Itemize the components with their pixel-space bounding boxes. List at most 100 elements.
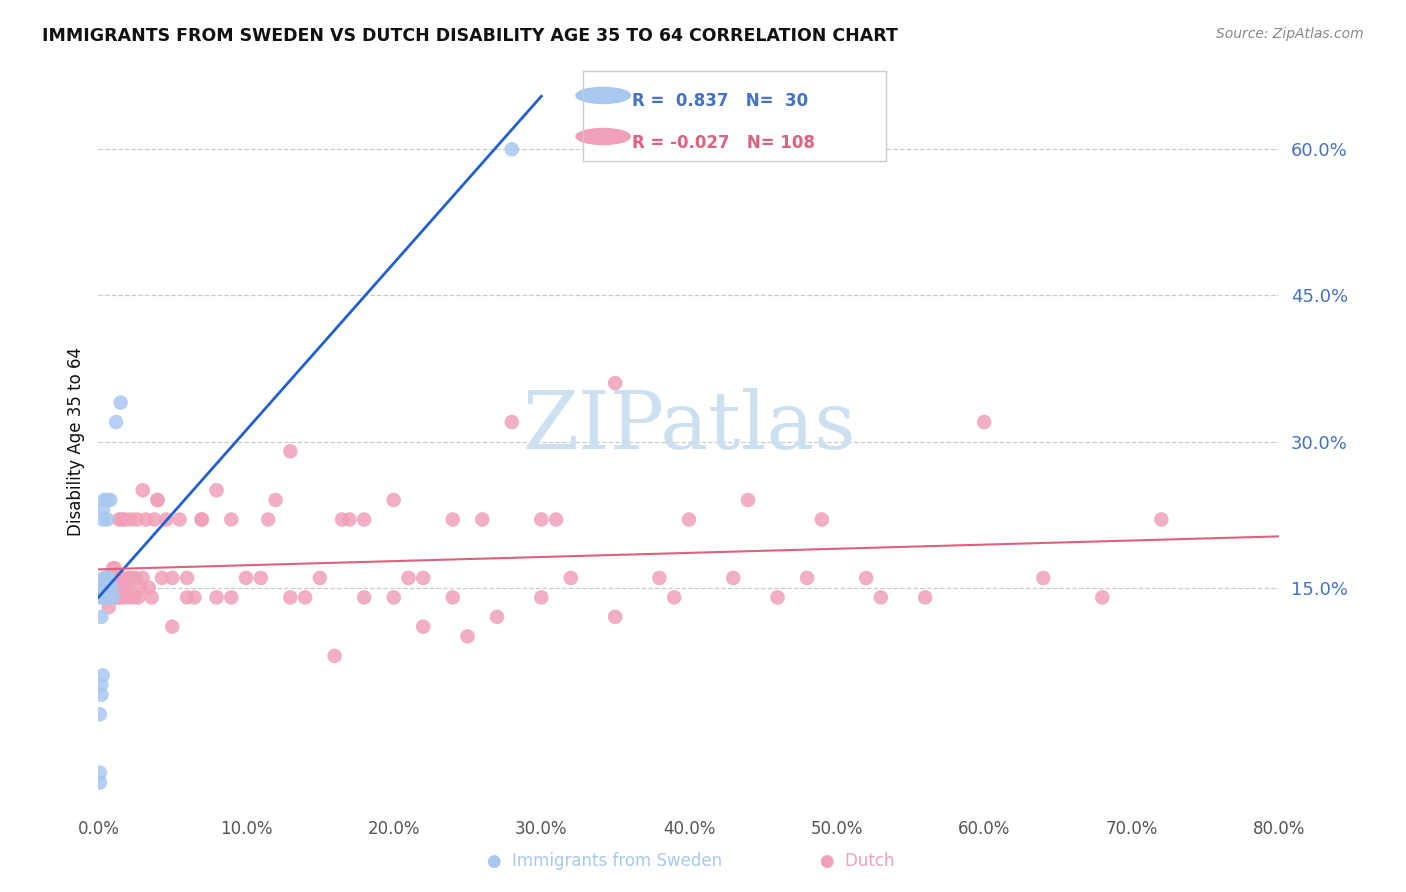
Point — [111, 581, 134, 595]
Point — [146, 493, 169, 508]
Point — [412, 619, 434, 633]
Point — [441, 591, 464, 605]
Point — [96, 591, 118, 605]
Point — [176, 571, 198, 585]
Point — [605, 376, 627, 390]
Text: Source: ZipAtlas.com: Source: ZipAtlas.com — [1216, 27, 1364, 41]
Point — [97, 581, 120, 595]
Point — [501, 142, 523, 156]
Y-axis label: Disability Age 35 to 64: Disability Age 35 to 64 — [66, 347, 84, 536]
Point — [114, 581, 136, 595]
Point — [111, 512, 134, 526]
Point — [125, 512, 148, 526]
Point — [146, 493, 169, 508]
Point — [91, 512, 114, 526]
Point — [91, 502, 114, 516]
Point — [108, 571, 131, 585]
Point — [382, 493, 405, 508]
Point — [914, 591, 936, 605]
Point — [93, 571, 115, 585]
Point — [605, 610, 627, 624]
Point — [124, 571, 146, 585]
Point — [93, 581, 115, 595]
Point — [323, 648, 346, 663]
Point — [1150, 512, 1173, 526]
Circle shape — [576, 128, 630, 145]
Text: ●  Dutch: ● Dutch — [821, 852, 894, 870]
Point — [294, 591, 316, 605]
Point — [143, 512, 166, 526]
Point — [264, 493, 287, 508]
Point — [96, 493, 118, 508]
Point — [309, 571, 332, 585]
Point — [250, 571, 273, 585]
Point — [96, 581, 118, 595]
Point — [105, 415, 128, 429]
Point — [110, 591, 132, 605]
Point — [117, 571, 139, 585]
Point — [339, 512, 361, 526]
Point — [90, 678, 112, 692]
Point — [91, 581, 114, 595]
Point — [115, 581, 138, 595]
Point — [122, 591, 145, 605]
Point — [560, 571, 582, 585]
Point — [110, 395, 132, 409]
Point — [105, 571, 128, 585]
Point — [1091, 591, 1114, 605]
Point — [155, 512, 177, 526]
Point — [501, 415, 523, 429]
Point — [471, 512, 494, 526]
Point — [89, 775, 111, 789]
Point — [132, 571, 155, 585]
Circle shape — [576, 87, 630, 103]
Point — [104, 581, 127, 595]
Point — [530, 512, 553, 526]
Point — [89, 707, 111, 722]
Point — [120, 512, 142, 526]
Point — [118, 571, 141, 585]
Point — [678, 512, 700, 526]
Point — [114, 512, 136, 526]
Point — [104, 561, 127, 575]
Point — [103, 571, 125, 585]
Point — [648, 571, 671, 585]
Point — [93, 591, 115, 605]
Point — [94, 591, 117, 605]
Point — [973, 415, 995, 429]
Point — [855, 571, 877, 585]
Point — [127, 591, 149, 605]
Point — [105, 591, 128, 605]
Point — [870, 591, 893, 605]
Point — [330, 512, 353, 526]
Point — [398, 571, 420, 585]
Point — [486, 610, 509, 624]
Point — [97, 591, 120, 605]
Point — [91, 591, 114, 605]
Point — [93, 493, 115, 508]
Point — [100, 581, 122, 595]
Point — [107, 591, 129, 605]
Point — [107, 581, 129, 595]
Point — [90, 591, 112, 605]
Point — [110, 571, 132, 585]
Point — [98, 591, 121, 605]
Point — [162, 571, 183, 585]
Point — [766, 591, 789, 605]
Point — [353, 512, 375, 526]
Point — [97, 571, 120, 585]
Point — [796, 571, 818, 585]
Point — [162, 619, 183, 633]
Point — [91, 668, 114, 682]
Point — [108, 512, 131, 526]
Point — [664, 591, 686, 605]
Point — [98, 493, 121, 508]
Point — [737, 493, 759, 508]
Point — [810, 512, 832, 526]
Point — [257, 512, 280, 526]
Text: IMMIGRANTS FROM SWEDEN VS DUTCH DISABILITY AGE 35 TO 64 CORRELATION CHART: IMMIGRANTS FROM SWEDEN VS DUTCH DISABILI… — [42, 27, 898, 45]
Point — [138, 581, 160, 595]
Point — [100, 581, 122, 595]
Point — [183, 591, 205, 605]
Point — [94, 581, 117, 595]
